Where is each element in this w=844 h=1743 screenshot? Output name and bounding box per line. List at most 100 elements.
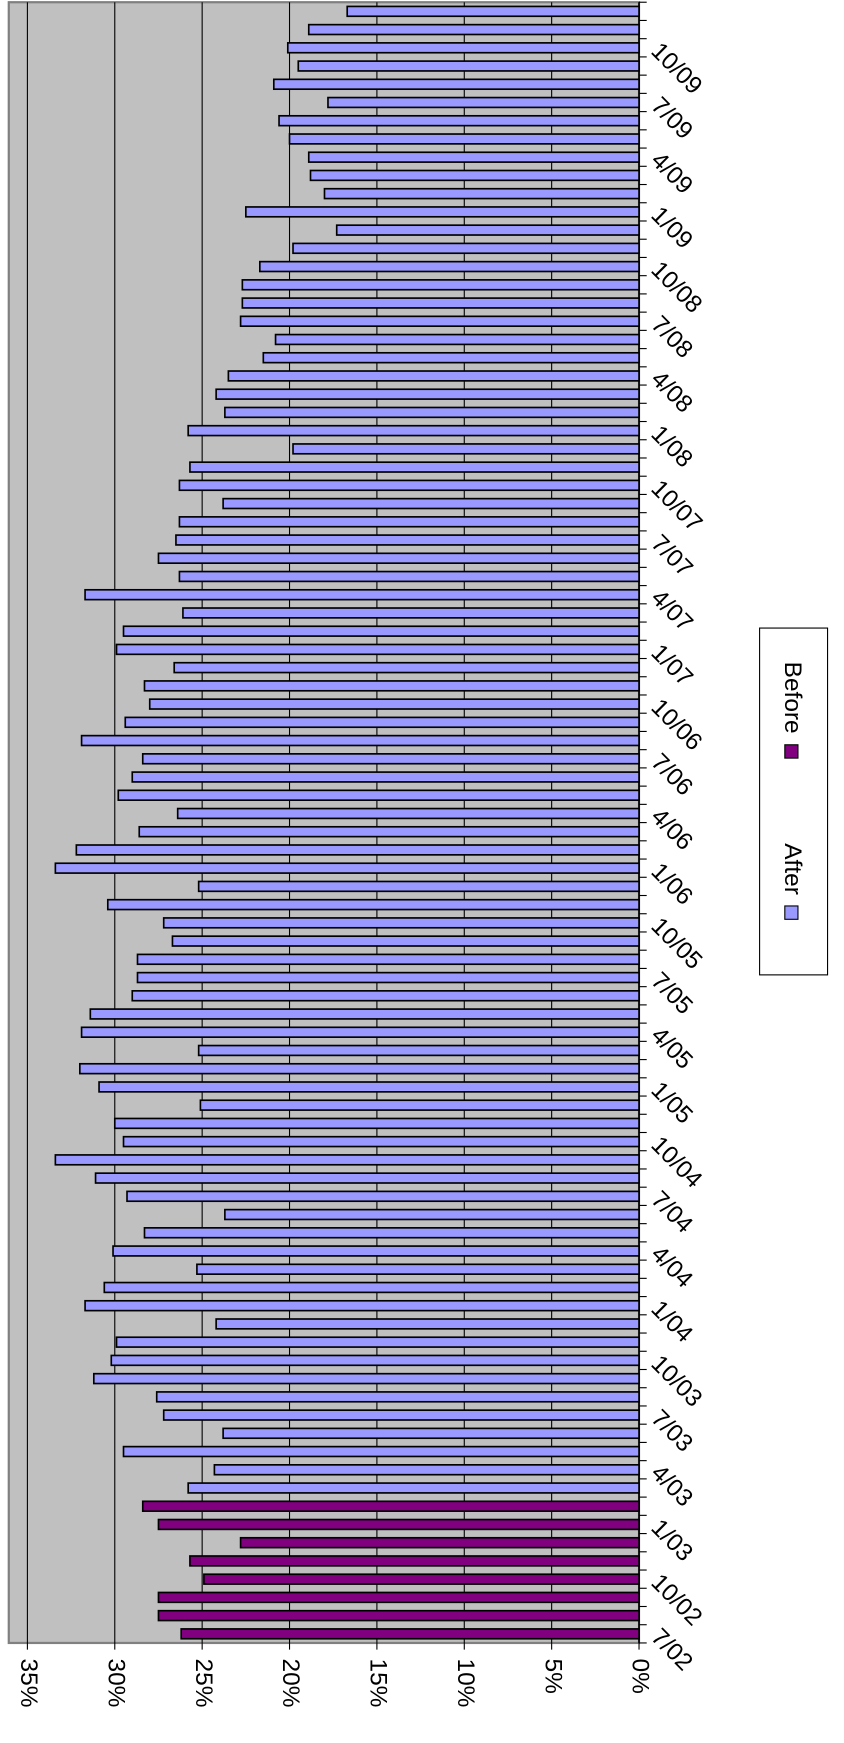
bar	[84, 588, 640, 601]
bar	[79, 1062, 640, 1075]
bar	[122, 1135, 640, 1148]
y-tick-label: 15%	[365, 1659, 392, 1708]
plot-area	[7, 1, 641, 1645]
bar	[327, 96, 640, 109]
bar	[213, 1464, 640, 1476]
bar	[196, 1263, 640, 1275]
bar	[157, 1609, 640, 1622]
bar	[112, 1245, 640, 1257]
bar	[141, 753, 640, 765]
bar	[110, 1354, 640, 1367]
bar	[197, 1044, 640, 1057]
bar	[143, 1227, 640, 1239]
bar	[346, 5, 640, 18]
bar	[178, 570, 640, 583]
bar	[171, 935, 640, 947]
bar	[80, 734, 640, 747]
bar	[278, 114, 640, 127]
bar	[227, 370, 640, 382]
bar	[239, 315, 640, 328]
y-tick-label: 20%	[277, 1659, 304, 1708]
bar	[222, 497, 640, 510]
bar	[286, 42, 640, 54]
bar	[187, 424, 640, 437]
bar	[215, 1318, 640, 1330]
bar	[239, 1536, 640, 1549]
bar	[148, 698, 640, 710]
bar	[176, 807, 640, 820]
bar	[94, 1172, 640, 1184]
bar	[155, 1391, 640, 1403]
bar	[292, 443, 640, 455]
bar	[113, 1117, 640, 1130]
bar	[89, 1008, 640, 1020]
bar	[136, 971, 640, 984]
bar	[180, 1628, 640, 1640]
bar	[136, 953, 640, 966]
bar	[175, 534, 640, 546]
bar	[189, 1555, 640, 1567]
bar	[292, 242, 640, 255]
bar	[143, 680, 640, 692]
bar	[84, 1299, 640, 1312]
bar	[126, 1190, 640, 1203]
bar	[197, 880, 640, 893]
bar	[162, 1409, 640, 1421]
bar	[157, 1591, 640, 1604]
bar	[117, 789, 640, 801]
bar	[258, 260, 640, 273]
bar	[189, 461, 640, 473]
bar	[54, 862, 640, 874]
bar	[203, 1573, 640, 1585]
bar	[75, 844, 640, 856]
bar	[224, 1208, 640, 1221]
bar	[98, 1081, 640, 1093]
bar	[131, 990, 640, 1002]
y-tick-label: 10%	[452, 1659, 479, 1708]
bar	[106, 898, 640, 911]
bar	[224, 406, 640, 419]
y-tick-label: 35%	[15, 1659, 42, 1708]
bar	[157, 552, 640, 565]
bar	[115, 1336, 640, 1348]
legend-marker	[784, 744, 799, 759]
bar	[323, 187, 640, 200]
bar	[141, 1500, 640, 1512]
bar	[274, 333, 640, 346]
bar	[131, 771, 640, 783]
y-tick-label: 5%	[539, 1659, 566, 1694]
bar	[138, 825, 640, 838]
bar	[122, 625, 640, 637]
bar	[54, 1154, 640, 1166]
legend-label: Before	[779, 662, 806, 734]
bar	[157, 1518, 640, 1531]
bar	[115, 643, 640, 656]
bar	[307, 23, 640, 36]
bar	[222, 1427, 640, 1440]
bar	[307, 151, 640, 163]
y-tick-label: 30%	[102, 1659, 129, 1708]
bar	[162, 917, 640, 929]
bar	[124, 716, 640, 729]
bar	[335, 224, 640, 236]
legend-label: After	[779, 843, 806, 895]
bar	[199, 1099, 640, 1111]
bar	[215, 388, 640, 400]
y-tick-label: 25%	[190, 1659, 217, 1708]
bar	[297, 60, 640, 72]
bar	[122, 1445, 640, 1458]
bar	[92, 1372, 640, 1385]
y-tick-label: 0%	[627, 1659, 654, 1694]
legend-marker	[784, 905, 799, 920]
bar	[309, 169, 640, 182]
bar	[103, 1281, 640, 1294]
bar	[245, 206, 640, 218]
bar	[178, 516, 640, 528]
bar	[182, 607, 640, 619]
bar	[241, 297, 640, 309]
bar	[272, 78, 640, 91]
bar	[241, 279, 640, 291]
bar	[173, 661, 640, 674]
